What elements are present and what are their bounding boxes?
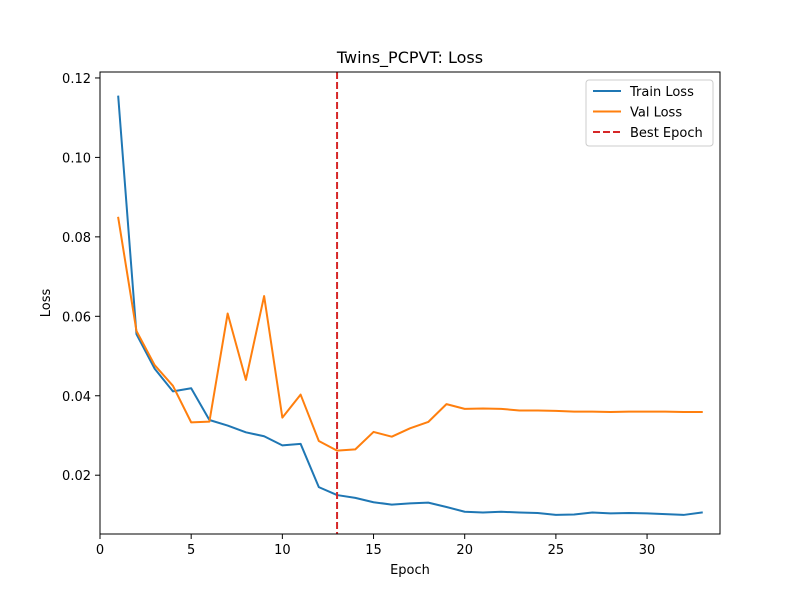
legend-label: Train Loss: [629, 85, 694, 100]
x-tick-label: 20: [456, 543, 473, 558]
y-tick-label: 0.04: [62, 390, 91, 405]
chart-title: Twins_PCPVT: Loss: [336, 48, 483, 68]
y-tick-label: 0.08: [62, 231, 91, 246]
legend-label: Val Loss: [630, 106, 682, 121]
series-line-val-loss: [117, 216, 703, 452]
plot-area: [100, 72, 720, 534]
y-tick-label: 0.06: [62, 310, 91, 325]
x-tick-label: 25: [548, 543, 565, 558]
x-tick-label: 30: [639, 543, 656, 558]
legend: Train Loss Val Loss Best Epoch: [585, 79, 714, 147]
axes-layer: 0 5 10 15 20 25 30 0.02 0.04 0.06 0.08 0.10 0.12: [62, 71, 721, 558]
y-axis-label: Loss: [39, 289, 54, 318]
x-axis-label: Epoch: [390, 563, 430, 578]
legend-box: [585, 79, 714, 147]
x-tick-label: 5: [187, 543, 195, 558]
series-layer: [117, 72, 703, 534]
axes-frame: [99, 71, 721, 535]
y-tick-label: 0.02: [62, 469, 91, 484]
y-tick-label: 0.10: [62, 151, 91, 166]
x-tick-label: 15: [365, 543, 382, 558]
legend-label: Best Epoch: [630, 126, 703, 141]
y-tick-label: 0.12: [62, 72, 91, 87]
x-tick-label: 0: [96, 543, 104, 558]
x-tick-label: 10: [274, 543, 291, 558]
series-line-train-loss: [117, 95, 703, 516]
